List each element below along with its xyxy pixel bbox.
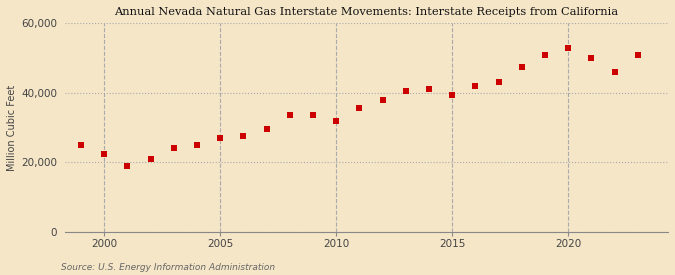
Point xyxy=(261,127,272,131)
Text: Source: U.S. Energy Information Administration: Source: U.S. Energy Information Administ… xyxy=(61,263,275,272)
Point xyxy=(632,52,643,57)
Point xyxy=(493,80,504,85)
Point xyxy=(610,70,620,74)
Point xyxy=(99,152,109,156)
Point xyxy=(331,119,342,123)
Point xyxy=(586,56,597,60)
Point xyxy=(447,92,458,97)
Point xyxy=(424,87,435,92)
Point xyxy=(145,157,156,161)
Point xyxy=(308,113,319,118)
Point xyxy=(400,89,411,93)
Point xyxy=(540,52,551,57)
Title: Annual Nevada Natural Gas Interstate Movements: Interstate Receipts from Califor: Annual Nevada Natural Gas Interstate Mov… xyxy=(114,7,618,17)
Point xyxy=(122,164,133,168)
Point xyxy=(168,146,179,151)
Point xyxy=(470,84,481,88)
Point xyxy=(284,113,295,118)
Point xyxy=(238,134,249,138)
Point xyxy=(563,45,574,50)
Point xyxy=(516,65,527,69)
Point xyxy=(192,143,202,147)
Y-axis label: Million Cubic Feet: Million Cubic Feet xyxy=(7,84,17,171)
Point xyxy=(377,98,388,102)
Point xyxy=(215,136,225,140)
Point xyxy=(76,143,86,147)
Point xyxy=(354,106,365,111)
